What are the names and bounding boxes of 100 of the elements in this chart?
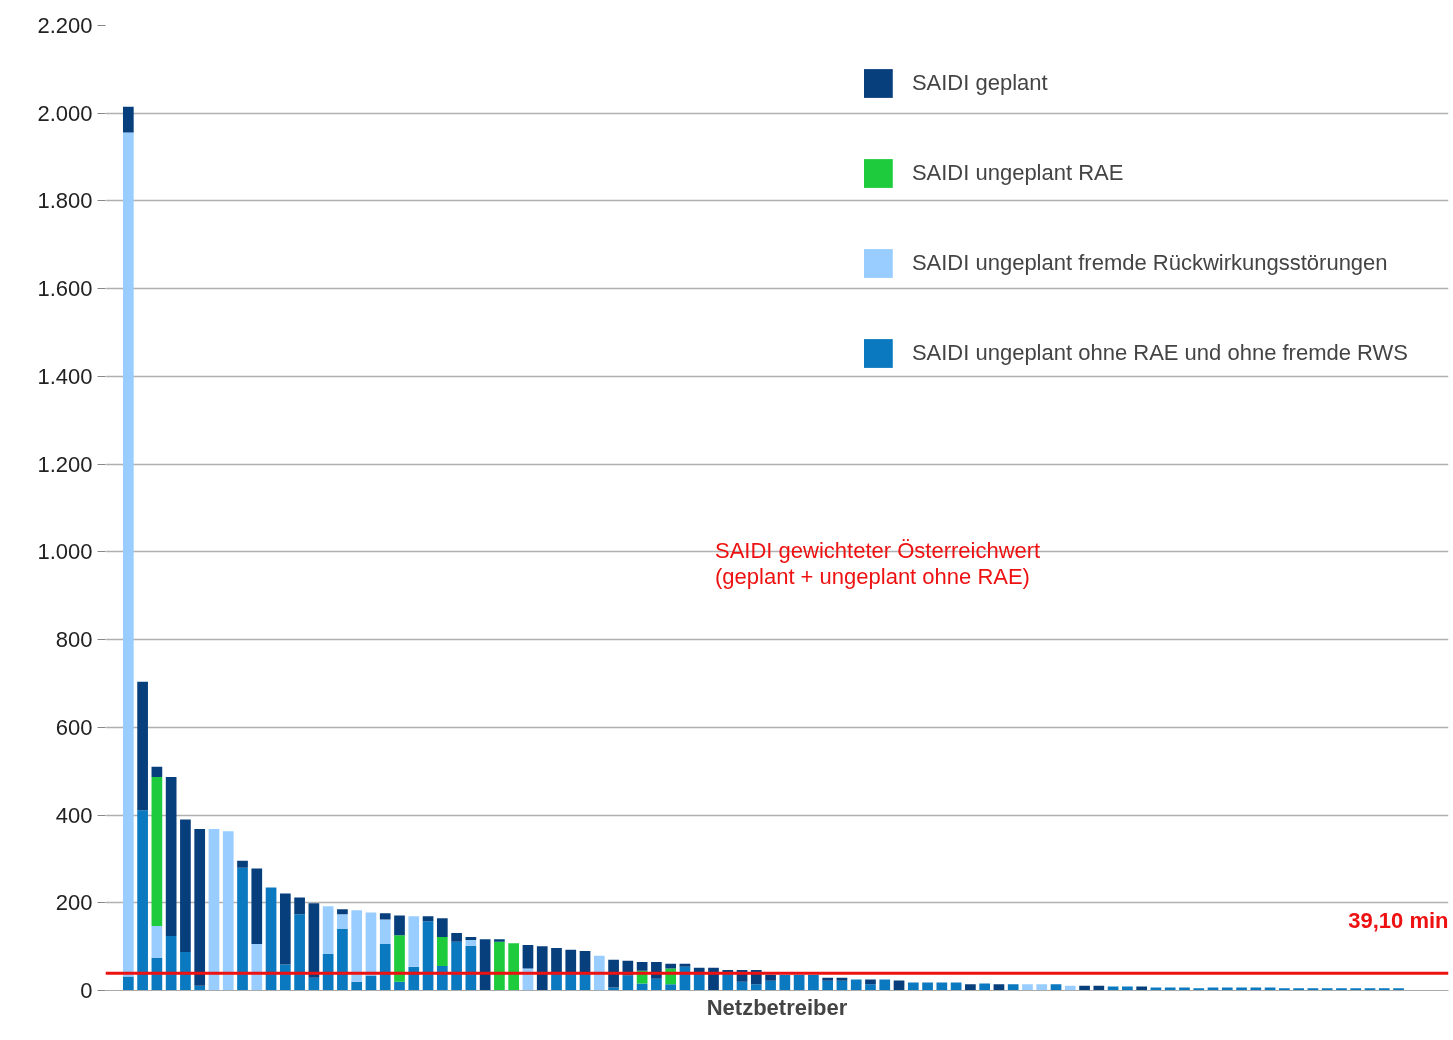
bar — [251, 868, 263, 944]
bar — [337, 909, 348, 915]
bar — [1179, 987, 1190, 991]
bar — [1393, 988, 1404, 991]
bar — [337, 929, 348, 991]
bar — [1036, 984, 1048, 991]
bar — [137, 681, 148, 811]
bar — [165, 936, 177, 991]
bar — [522, 944, 534, 969]
bar — [351, 981, 363, 991]
bar — [779, 974, 791, 991]
bar — [436, 936, 448, 966]
bar — [979, 983, 991, 991]
bar — [379, 919, 391, 944]
bar — [1150, 987, 1162, 991]
bar — [1336, 988, 1347, 991]
bar — [408, 916, 420, 967]
bar — [279, 893, 291, 965]
bar — [665, 984, 677, 991]
bar — [936, 982, 948, 991]
bar — [636, 983, 648, 991]
bar — [379, 913, 391, 920]
bar — [850, 979, 862, 991]
y-tick-label: 800 — [55, 627, 93, 653]
bar — [922, 982, 933, 991]
bar — [1236, 987, 1247, 991]
y-tick-label: 2.000 — [37, 100, 93, 126]
bar — [536, 946, 548, 991]
bar — [436, 918, 448, 937]
bar — [294, 914, 305, 991]
bar — [237, 867, 248, 991]
bar — [165, 776, 177, 937]
bar — [151, 766, 163, 777]
y-tick-label: 1.000 — [37, 539, 93, 565]
bar — [1279, 988, 1290, 991]
bar — [394, 915, 405, 936]
bar — [122, 976, 134, 991]
bar — [322, 906, 334, 955]
bar — [394, 981, 405, 991]
bar — [765, 974, 776, 981]
bar — [365, 912, 377, 976]
bar — [750, 984, 762, 991]
bar — [1250, 987, 1262, 991]
y-tick-label: 1.400 — [37, 363, 93, 389]
bar — [1007, 984, 1019, 991]
legend-label: SAIDI ungeplant RAE — [911, 160, 1124, 186]
bar — [151, 776, 163, 927]
bar — [122, 132, 134, 977]
bar — [1321, 988, 1333, 991]
y-tick-label: 0 — [80, 978, 93, 1003]
bar — [608, 987, 619, 991]
bar — [465, 940, 477, 946]
bar — [808, 974, 819, 991]
bar — [836, 977, 848, 981]
bar — [551, 947, 562, 973]
bar — [137, 810, 148, 991]
y-tick-label: 600 — [55, 714, 93, 740]
bar — [337, 914, 348, 930]
bar — [1350, 988, 1362, 991]
y-tick-label: 1.200 — [37, 451, 93, 477]
bar — [593, 955, 605, 991]
bar — [208, 829, 220, 991]
bar — [893, 980, 905, 991]
bar — [822, 980, 834, 991]
bar — [1264, 987, 1276, 991]
bar — [451, 933, 462, 942]
bar — [1207, 987, 1219, 991]
bar — [907, 982, 919, 991]
bar — [822, 977, 834, 981]
bar — [351, 910, 363, 982]
annotation: SAIDI gewichteter Österreichwert — [715, 538, 1041, 563]
bar — [494, 941, 505, 991]
y-tick-label: 400 — [55, 802, 93, 828]
bar — [308, 903, 320, 978]
bar — [565, 949, 577, 973]
bar — [422, 916, 434, 922]
annotation: (geplant + ungeplant ohne RAE) — [715, 564, 1030, 589]
bar — [180, 819, 191, 952]
bar — [451, 941, 462, 991]
bar — [636, 961, 648, 971]
bar — [1050, 984, 1062, 991]
bar — [294, 897, 305, 915]
bar — [665, 963, 677, 969]
bar — [1164, 987, 1176, 991]
bar — [1022, 984, 1033, 991]
legend-label: SAIDI ungeplant ohne RAE und ohne fremde RWS — [911, 340, 1408, 366]
bar — [765, 980, 776, 991]
legend-label: SAIDI ungeplant fremde Rückwirkungsstörungen — [911, 250, 1388, 276]
bar — [180, 951, 191, 991]
bar — [965, 984, 976, 991]
bar — [151, 926, 163, 959]
legend-label: SAIDI geplant — [911, 70, 1048, 96]
bar — [122, 106, 134, 133]
bar — [1193, 988, 1205, 991]
y-tick-label: 200 — [55, 890, 93, 916]
y-tick-label: 1.600 — [37, 276, 93, 302]
bar — [465, 936, 477, 941]
bar — [194, 829, 206, 986]
bar — [222, 831, 234, 991]
x-axis-title: Netzbetreiber — [706, 994, 848, 1020]
